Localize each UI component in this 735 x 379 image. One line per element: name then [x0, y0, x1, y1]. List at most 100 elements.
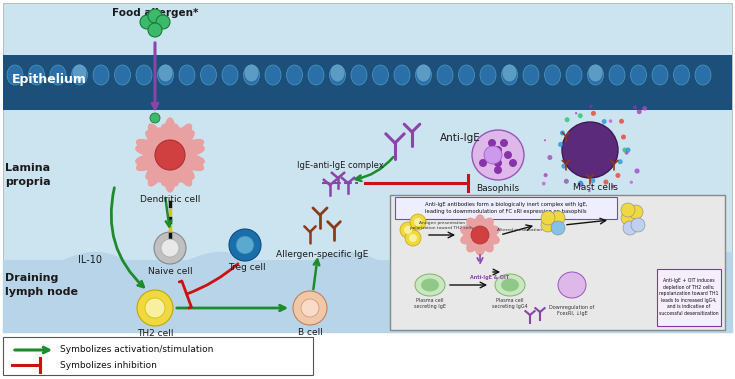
Circle shape — [619, 119, 624, 124]
Text: Naive cell: Naive cell — [148, 267, 193, 276]
Circle shape — [301, 299, 319, 317]
Circle shape — [479, 159, 487, 167]
Polygon shape — [373, 103, 387, 110]
Bar — [3, 260, 732, 328]
Polygon shape — [266, 103, 280, 110]
Circle shape — [542, 182, 545, 185]
Circle shape — [548, 155, 553, 160]
Text: B cell: B cell — [298, 328, 323, 337]
Ellipse shape — [373, 65, 389, 85]
Circle shape — [148, 23, 162, 37]
Circle shape — [578, 113, 583, 118]
Ellipse shape — [437, 65, 453, 85]
Bar — [3, 337, 313, 375]
Ellipse shape — [523, 65, 539, 85]
Polygon shape — [201, 103, 215, 110]
Polygon shape — [461, 215, 499, 255]
Text: Anti-IgE & OIT: Anti-IgE & OIT — [470, 275, 509, 280]
Bar — [3, 3, 732, 328]
Ellipse shape — [695, 65, 711, 85]
Circle shape — [541, 211, 555, 225]
Circle shape — [560, 130, 565, 135]
Circle shape — [604, 202, 607, 206]
Ellipse shape — [558, 272, 586, 298]
Circle shape — [494, 146, 502, 154]
Text: Anti-IgE + OIT induces
depletion of TH2 cells;
repolarization toward TH1
leads t: Anti-IgE + OIT induces depletion of TH2 … — [659, 278, 719, 316]
Polygon shape — [696, 103, 710, 110]
Text: Plasma cell
secreting IgE: Plasma cell secreting IgE — [414, 298, 446, 309]
Ellipse shape — [394, 65, 410, 85]
Ellipse shape — [287, 65, 303, 85]
Circle shape — [624, 200, 628, 204]
Ellipse shape — [93, 65, 109, 85]
Text: Symbolizes inhibition: Symbolizes inhibition — [60, 360, 157, 370]
Polygon shape — [417, 103, 431, 110]
Polygon shape — [180, 103, 194, 110]
Circle shape — [621, 203, 635, 217]
Circle shape — [562, 122, 618, 178]
Circle shape — [629, 205, 643, 219]
Circle shape — [578, 180, 583, 186]
Text: Food allergen*: Food allergen* — [112, 8, 198, 18]
Polygon shape — [352, 103, 366, 110]
Polygon shape — [438, 103, 452, 110]
Circle shape — [150, 113, 160, 123]
Circle shape — [551, 211, 565, 225]
Ellipse shape — [201, 65, 217, 85]
Circle shape — [500, 139, 508, 147]
Circle shape — [625, 147, 631, 152]
Circle shape — [633, 105, 637, 109]
Circle shape — [625, 151, 628, 155]
Circle shape — [488, 139, 496, 147]
Ellipse shape — [589, 64, 603, 81]
Ellipse shape — [484, 146, 502, 164]
Circle shape — [155, 140, 185, 170]
FancyBboxPatch shape — [657, 269, 721, 326]
Circle shape — [623, 147, 628, 152]
Circle shape — [293, 291, 327, 325]
Ellipse shape — [7, 65, 23, 85]
Polygon shape — [94, 103, 108, 110]
Circle shape — [544, 173, 548, 177]
Circle shape — [140, 15, 154, 29]
Circle shape — [630, 181, 633, 184]
Polygon shape — [395, 103, 409, 110]
Text: Symbolizes activation/stimulation: Symbolizes activation/stimulation — [60, 346, 213, 354]
Ellipse shape — [566, 65, 582, 85]
Circle shape — [161, 239, 179, 257]
Circle shape — [602, 119, 606, 124]
Polygon shape — [51, 103, 65, 110]
Polygon shape — [481, 103, 495, 110]
Circle shape — [617, 159, 623, 164]
Polygon shape — [524, 103, 538, 110]
Circle shape — [551, 221, 565, 235]
Circle shape — [471, 226, 489, 244]
Polygon shape — [545, 103, 559, 110]
Polygon shape — [159, 103, 173, 110]
Circle shape — [414, 218, 422, 226]
Circle shape — [603, 180, 609, 185]
Text: Dendritic cell: Dendritic cell — [140, 195, 200, 204]
Ellipse shape — [673, 65, 689, 85]
Circle shape — [588, 190, 591, 192]
Circle shape — [156, 15, 170, 29]
Ellipse shape — [480, 65, 496, 85]
Ellipse shape — [421, 279, 439, 291]
Polygon shape — [29, 103, 43, 110]
Text: Lamina
propria: Lamina propria — [5, 163, 51, 186]
Circle shape — [609, 119, 612, 123]
Circle shape — [591, 111, 596, 116]
Circle shape — [544, 139, 546, 141]
Ellipse shape — [329, 65, 345, 85]
Circle shape — [405, 230, 421, 246]
Polygon shape — [137, 103, 151, 110]
Circle shape — [541, 218, 555, 232]
Ellipse shape — [222, 65, 238, 85]
Circle shape — [623, 221, 637, 235]
Circle shape — [590, 178, 595, 183]
Polygon shape — [73, 103, 87, 110]
Circle shape — [631, 218, 645, 232]
Ellipse shape — [245, 64, 259, 81]
Ellipse shape — [631, 65, 647, 85]
Ellipse shape — [609, 65, 625, 85]
